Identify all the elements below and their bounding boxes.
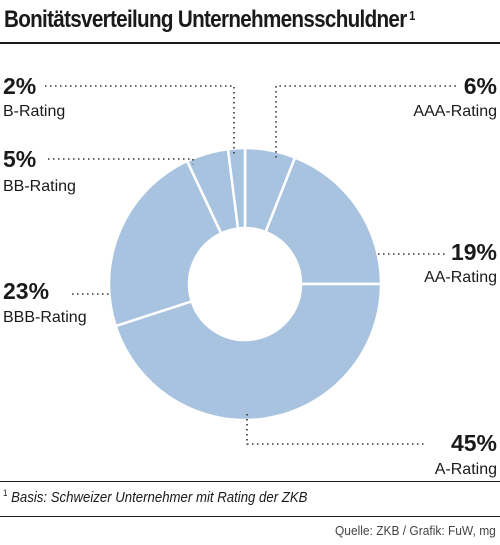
leader-line-b-rating [45,85,235,155]
donut-slices [107,146,383,422]
leader-line-aaa-rating [275,85,458,158]
donut-chart: 6% AAA-Rating 19% AA-Rating 45% A-Rating 23% BB… [3,73,497,478]
footnote-marker: 1 [3,488,8,498]
footnote: 1 Basis: Schweizer Unternehmer mit Ratin… [3,488,307,506]
leader-lines [45,85,458,445]
chart-title-text: Bonitätsverteilung Unternehmensschuldner [4,6,407,33]
category-label-aaa-rating: AAA-Rating [413,103,497,120]
top-rule [0,42,500,44]
category-label-a-rating: A-Rating [435,461,497,478]
slice-aa-rating [263,155,383,286]
value-label-a-rating: 45% [451,430,497,456]
value-label-aa-rating: 19% [451,239,497,265]
category-label-bb-rating: BB-Rating [3,178,76,195]
chart-title: Bonitätsverteilung Unternehmensschuldner… [4,6,415,34]
leader-line-bb-rating [48,158,194,165]
footnote-text: Basis: Schweizer Unternehmer mit Rating … [11,489,308,506]
slice-a-rating [114,282,383,422]
category-label-b-rating: B-Rating [3,103,65,120]
leader-line-a-rating [246,413,425,445]
slice-bbb-rating [107,159,223,328]
slice-labels: 6% AAA-Rating 19% AA-Rating 45% A-Rating 23% BB… [3,73,497,478]
title-footnote-marker: 1 [409,8,415,23]
value-label-b-rating: 2% [3,73,36,99]
category-label-bbb-rating: BBB-Rating [3,309,87,326]
value-label-bbb-rating: 23% [3,278,49,304]
value-label-bb-rating: 5% [3,146,36,172]
middle-rule [0,481,500,482]
source-credit: Quelle: ZKB / Grafik: FuW, mg [335,523,496,538]
value-label-aaa-rating: 6% [464,73,497,99]
category-label-aa-rating: AA-Rating [424,269,497,286]
bottom-rule [0,516,500,517]
